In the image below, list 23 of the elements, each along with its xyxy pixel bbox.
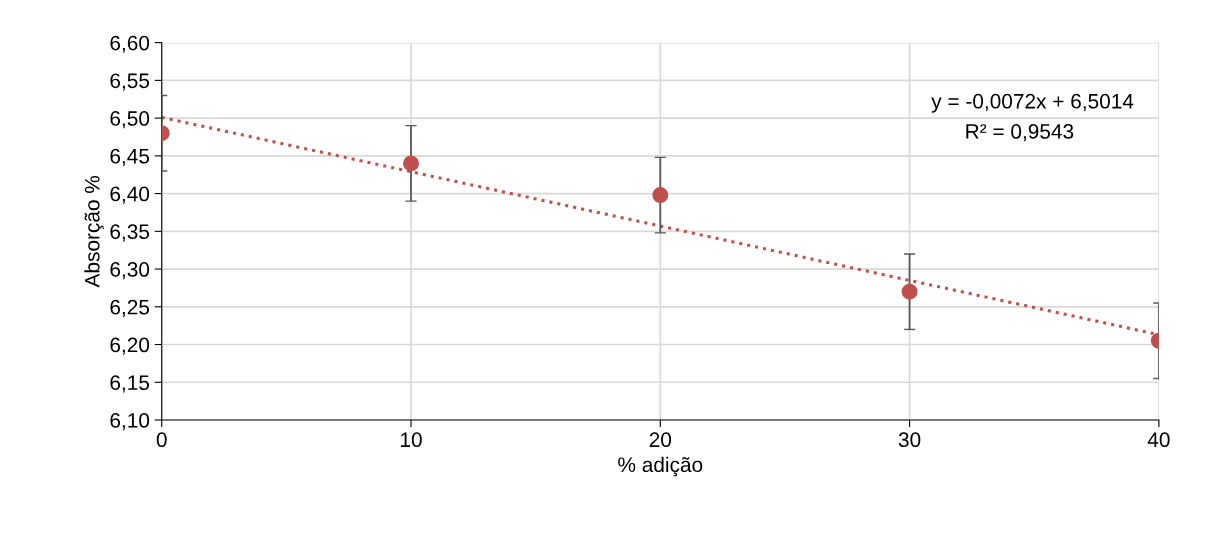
y-tick-label: 6,20	[110, 337, 150, 355]
x-tick-label: 0	[156, 432, 167, 448]
point	[403, 155, 419, 172]
annotation: R² = 0,9543	[966, 124, 1074, 142]
annotation: y = -0,0072x + 6,5014	[931, 93, 1134, 113]
y-tick-label: 6,35	[110, 224, 150, 242]
point	[652, 187, 669, 204]
x-tick-label: 10	[401, 432, 422, 448]
x-axis-title: % adição	[618, 456, 703, 477]
y-tick-label: 6,15	[110, 375, 150, 393]
y-tick-label: 6,40	[110, 186, 150, 204]
y-tick-label: 6,55	[110, 73, 150, 91]
y-tick-label: 6,30	[110, 262, 150, 280]
x-tick-label: 40	[1147, 432, 1170, 448]
x-tick-label: 20	[649, 432, 672, 448]
y-tick-label: 6,50	[110, 111, 150, 129]
y-tick-label: 6,45	[110, 148, 150, 167]
y-tick-label: 6,25	[110, 299, 150, 318]
y-axis-title: Absorção %	[84, 175, 104, 288]
y-tick-label: 6,60	[110, 35, 150, 53]
x-tick-label: 30	[898, 432, 921, 448]
point	[901, 283, 918, 300]
y-tick-label: 6,10	[110, 413, 150, 431]
